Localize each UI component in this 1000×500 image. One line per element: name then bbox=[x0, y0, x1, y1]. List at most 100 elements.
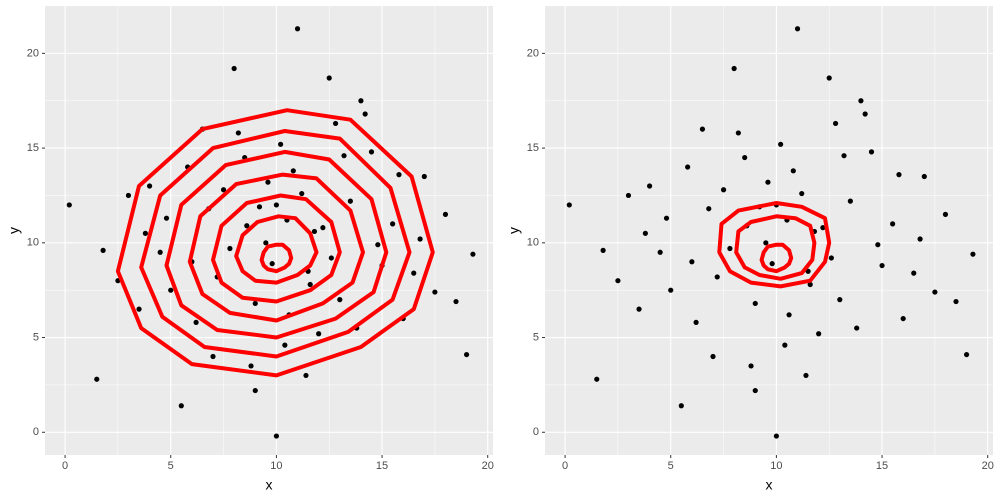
density-contour bbox=[259, 242, 294, 274]
y-tick-label: 20 bbox=[27, 47, 39, 59]
point bbox=[847, 198, 853, 204]
point bbox=[942, 211, 949, 217]
x-tick-label: 20 bbox=[982, 460, 994, 472]
point bbox=[875, 242, 881, 248]
point bbox=[248, 363, 254, 369]
y-tick-label: 5 bbox=[33, 331, 39, 343]
density-contour bbox=[211, 193, 342, 304]
y-tick-label: 15 bbox=[527, 142, 539, 154]
plot-background bbox=[45, 6, 493, 455]
point bbox=[231, 65, 237, 72]
point bbox=[625, 192, 632, 199]
point bbox=[917, 236, 923, 242]
point bbox=[273, 433, 279, 439]
point bbox=[227, 245, 233, 252]
x-tick-label: 0 bbox=[562, 460, 568, 472]
y-tick-label: 10 bbox=[527, 237, 539, 249]
point bbox=[663, 215, 670, 221]
point bbox=[970, 251, 976, 257]
point bbox=[790, 168, 796, 174]
point bbox=[685, 164, 691, 170]
point bbox=[868, 149, 875, 155]
y-tick-label: 20 bbox=[527, 47, 539, 59]
y-tick-label: 0 bbox=[533, 426, 539, 438]
point bbox=[125, 192, 132, 199]
point bbox=[803, 372, 809, 379]
point bbox=[636, 306, 642, 312]
density-contour bbox=[734, 214, 817, 281]
point bbox=[269, 261, 275, 267]
point bbox=[963, 351, 970, 358]
point bbox=[396, 172, 402, 178]
point bbox=[600, 247, 606, 253]
point bbox=[328, 255, 334, 261]
point bbox=[311, 228, 318, 235]
point bbox=[358, 98, 364, 104]
point bbox=[210, 353, 216, 360]
point bbox=[693, 319, 699, 325]
x-tick-label: 15 bbox=[376, 460, 388, 472]
density-contour bbox=[717, 201, 832, 289]
point bbox=[163, 215, 170, 221]
point bbox=[714, 274, 720, 280]
point bbox=[642, 230, 648, 236]
point bbox=[841, 153, 847, 159]
y-tick-label: 0 bbox=[33, 426, 39, 438]
point bbox=[657, 249, 663, 255]
point bbox=[911, 270, 917, 276]
point bbox=[337, 297, 343, 303]
y-tick-label: 15 bbox=[27, 142, 39, 154]
point bbox=[368, 149, 375, 155]
point bbox=[147, 183, 153, 189]
point bbox=[157, 249, 163, 255]
x-tick-label: 15 bbox=[876, 460, 888, 472]
point bbox=[244, 223, 250, 229]
point bbox=[731, 65, 737, 72]
density-contour bbox=[139, 129, 412, 359]
point bbox=[706, 206, 712, 212]
point bbox=[290, 168, 296, 174]
point bbox=[820, 225, 826, 231]
density-contour bbox=[234, 214, 319, 285]
point bbox=[235, 130, 241, 136]
y-tick-label: 5 bbox=[533, 331, 539, 343]
x-tick-label: 20 bbox=[482, 460, 494, 472]
point bbox=[316, 331, 322, 337]
point bbox=[854, 325, 860, 331]
point bbox=[828, 255, 834, 261]
point bbox=[953, 298, 959, 305]
point bbox=[442, 211, 449, 217]
point bbox=[193, 319, 199, 325]
point bbox=[826, 75, 832, 81]
point bbox=[470, 251, 476, 257]
point bbox=[390, 221, 396, 227]
y-axis-title: y bbox=[6, 227, 22, 234]
point bbox=[832, 120, 839, 127]
point bbox=[742, 154, 748, 161]
point bbox=[735, 130, 741, 136]
point bbox=[278, 141, 284, 147]
point bbox=[362, 111, 368, 117]
point bbox=[765, 179, 771, 185]
point bbox=[668, 287, 674, 293]
x-axis-title: x bbox=[766, 477, 773, 493]
point bbox=[932, 289, 938, 295]
point bbox=[921, 173, 927, 180]
point bbox=[566, 202, 572, 208]
point bbox=[66, 202, 72, 208]
point bbox=[594, 376, 600, 382]
point bbox=[263, 240, 269, 246]
point bbox=[463, 351, 470, 358]
point bbox=[763, 240, 769, 246]
x-tick-label: 5 bbox=[668, 460, 674, 472]
point bbox=[890, 221, 896, 227]
point bbox=[294, 26, 301, 32]
point bbox=[256, 204, 263, 210]
point bbox=[252, 300, 258, 307]
point bbox=[752, 387, 758, 394]
density-contour bbox=[164, 149, 389, 340]
point bbox=[307, 281, 313, 288]
point bbox=[411, 270, 417, 276]
point bbox=[858, 98, 864, 104]
x-tick-label: 0 bbox=[62, 460, 68, 472]
